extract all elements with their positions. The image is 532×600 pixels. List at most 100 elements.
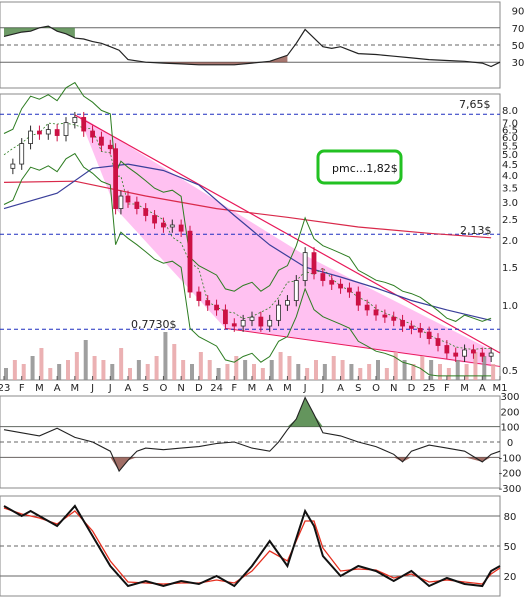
momentum-y-tick: -300 (499, 484, 522, 495)
volume-bar (278, 352, 283, 380)
volume-bar (21, 364, 26, 380)
volume-bar (48, 368, 53, 380)
candle-body (178, 224, 184, 232)
candle-body (231, 323, 237, 327)
x-tick-label: J (320, 383, 324, 394)
x-tick-label: 25 (423, 383, 436, 394)
candle-body (417, 328, 423, 333)
ma-long-line (3, 180, 492, 239)
candle-body (37, 130, 42, 135)
candle-body (373, 309, 379, 316)
volume-bar (101, 360, 106, 380)
price-y-tick: 3.5 (502, 184, 518, 195)
candle-body (426, 331, 432, 339)
volume-bar (455, 360, 460, 380)
stochastic-k-line (3, 504, 501, 588)
volume-bar (198, 352, 203, 380)
volume-bar (491, 364, 496, 380)
low-price-label: 0,7730$ (131, 318, 177, 331)
candle-body (134, 201, 140, 209)
momentum-y-tick: 300 (500, 392, 519, 403)
candle-body (28, 130, 33, 144)
x-tick-label: S (143, 383, 149, 394)
candle-body (364, 304, 370, 311)
x-tick-label: 23 (0, 383, 10, 394)
volume-bar (269, 360, 274, 380)
x-tick-label: D (408, 383, 416, 394)
x-tick-label: S (355, 383, 361, 394)
volume-bar (402, 360, 407, 380)
x-tick-label: M1 (493, 383, 508, 394)
falling-channel-fill (78, 114, 492, 367)
candle-body (187, 230, 193, 293)
candle-body (453, 352, 459, 357)
candle-body (19, 143, 25, 165)
x-tick-label: A (125, 383, 132, 394)
candle-body (161, 222, 166, 228)
volume-bar (358, 368, 363, 380)
x-tick-label: M (460, 383, 469, 394)
x-tick-label: O (159, 383, 167, 394)
candle-body (90, 130, 95, 138)
volume-bar (12, 360, 17, 380)
candle-body (63, 122, 69, 136)
volume-bar (128, 368, 132, 380)
band-upper-line (3, 81, 492, 322)
candle-body (435, 338, 441, 346)
x-tick-label: M (248, 383, 257, 394)
candle-body (338, 283, 343, 289)
volume-bar (74, 352, 79, 380)
volume-bar (314, 360, 318, 380)
price-y-tick: 8.0 (502, 106, 518, 117)
candle-body (302, 252, 308, 281)
volume-bar (464, 364, 469, 380)
top-y-tick: 70 (512, 24, 525, 35)
x-tick-label: J (90, 383, 94, 394)
candle-body (205, 300, 211, 306)
volume-bar (110, 364, 115, 380)
volume-bar (163, 332, 168, 380)
candle-body (249, 316, 255, 321)
volume-bar (225, 364, 230, 380)
price-panel: 8.0 7.06.56.05.55.04.54.0 3.5 3.0 2.5 2.0 1.5 1… (0, 81, 518, 394)
price-y-tick: 6.5 (502, 126, 518, 137)
volume-bar (340, 360, 345, 380)
volume-bar (260, 368, 265, 380)
volume-bar (287, 356, 292, 380)
candle-body (125, 195, 131, 203)
candle-body (169, 224, 175, 228)
volume-bar (66, 360, 70, 380)
candle-body (391, 316, 397, 321)
candle-body (347, 287, 352, 293)
candle-body (113, 148, 118, 209)
momentum-y-tick: 0 (507, 438, 513, 449)
price-y-tick: 4.0 (502, 171, 518, 182)
volume-bar (322, 364, 327, 380)
volume-bar (154, 356, 159, 380)
price-y-tick: 5.0 (502, 150, 518, 161)
stochastic-panel: 80 50 20 (0, 495, 516, 597)
candle-body (143, 208, 149, 216)
candle-body (107, 144, 113, 150)
candle-body (479, 352, 485, 357)
x-tick-label: N (177, 383, 184, 394)
volume-bar (243, 360, 248, 380)
top-oscillator-panel: 90 70 50 30 (0, 1, 525, 89)
momentum-line (3, 396, 501, 473)
candle-body (258, 316, 264, 327)
pmc-label-box: pmc...1,82$ (316, 149, 403, 185)
price-y-tick: 4.5 (502, 160, 518, 171)
price-y-tick: 5.5 (502, 141, 518, 152)
candle-body (196, 291, 202, 301)
x-tick-label: A (266, 383, 273, 394)
band-lower-line (3, 152, 492, 377)
candle-body (72, 117, 78, 124)
volume-bar (411, 364, 416, 380)
x-tick-label: J (108, 383, 112, 394)
volume-bar (83, 340, 88, 380)
volume-bar (92, 356, 97, 380)
candle-body (355, 291, 361, 306)
x-tick-label: 24 (210, 383, 223, 394)
volume-bar (190, 364, 194, 380)
